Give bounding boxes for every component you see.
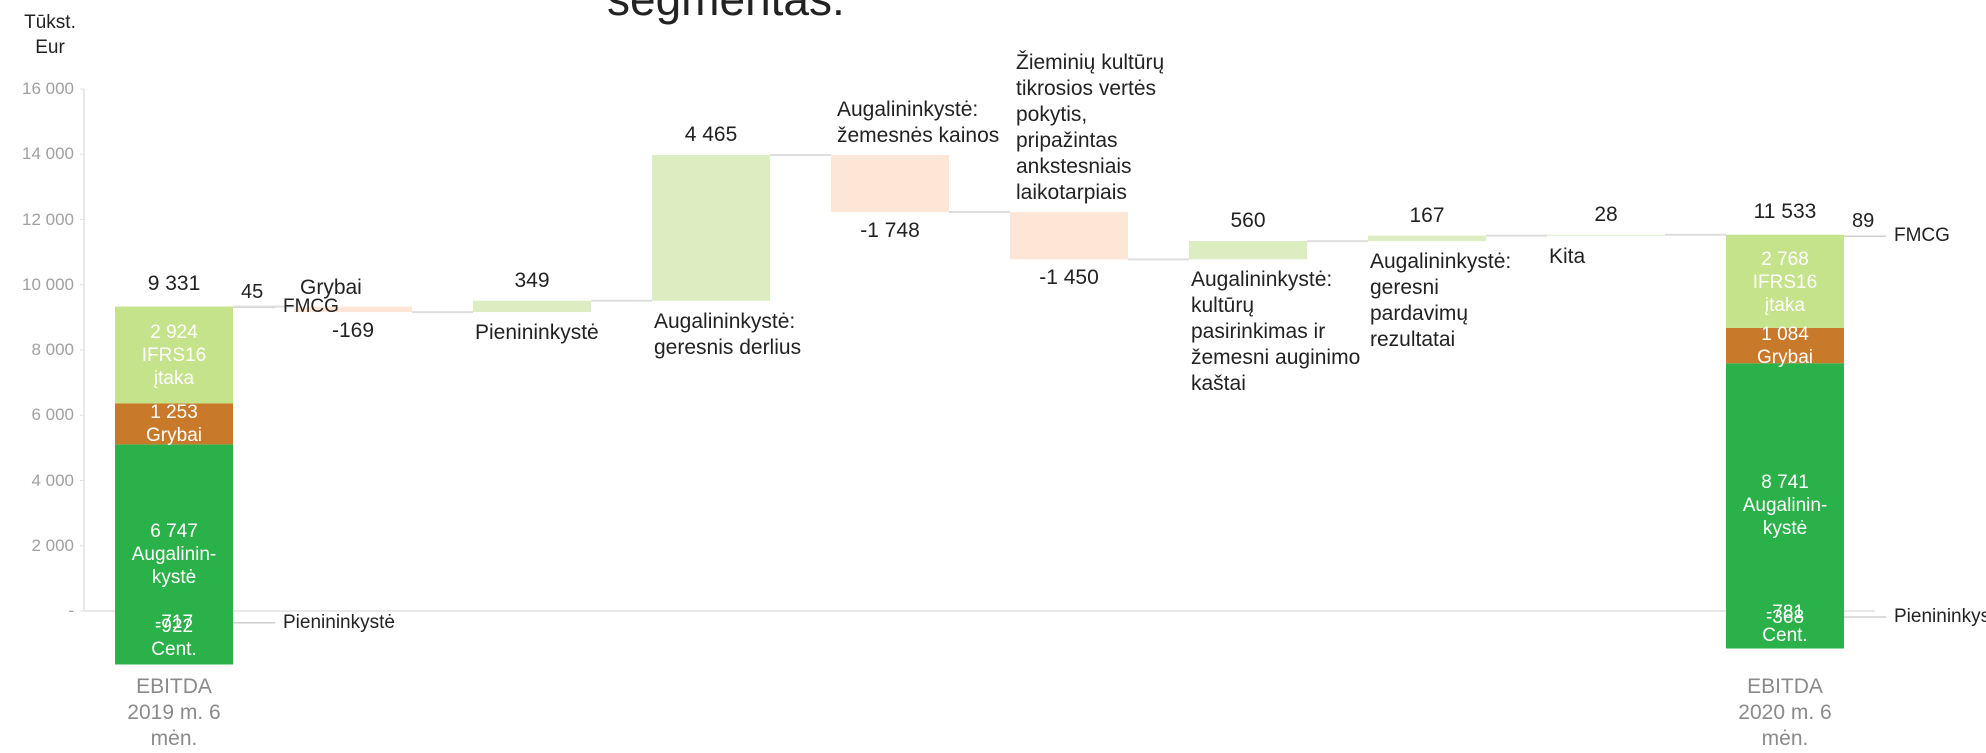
segment-name-outside: FMCG bbox=[1894, 225, 1950, 247]
x-category-label: EBITDA 2019 m. 6 mėn. bbox=[127, 675, 221, 750]
segment-name: Cent. OPEX bbox=[1758, 625, 1812, 670]
segment bbox=[1726, 363, 1844, 649]
x-category-label: EBITDA 2020 m. 6 mėn. bbox=[1738, 675, 1832, 750]
segment-value: 8 741 bbox=[1761, 472, 1809, 494]
segment-name: Augalinin-kystė bbox=[131, 543, 217, 588]
y-tick-label: 12 000 bbox=[22, 209, 74, 229]
y-tick-label: 16 000 bbox=[22, 79, 74, 98]
segment-value: 2 924 bbox=[150, 322, 198, 344]
segment-name: Cent. OPEX bbox=[147, 638, 201, 683]
segment-label: 8 741 Augalinin-kystė bbox=[1726, 363, 1844, 648]
step-category-label: Augalininkystė: žemesnės kainos bbox=[837, 98, 1000, 148]
segment-value: 6 747 bbox=[150, 520, 198, 542]
step-bar bbox=[294, 306, 412, 313]
segment-label: -717 bbox=[115, 611, 233, 634]
segment-value: -922 bbox=[154, 615, 194, 637]
step-bar bbox=[1547, 234, 1665, 236]
step-category-label: Augalininkystė: geresnis derlius bbox=[654, 309, 802, 359]
step-category-label: Grybai bbox=[300, 275, 362, 299]
segment-label: -781 Cent. OPEX bbox=[1726, 602, 1844, 669]
segment-name: IFRS16 įtaka bbox=[1752, 272, 1818, 317]
segment bbox=[1726, 237, 1844, 328]
segment-name: Grybai bbox=[1757, 346, 1813, 368]
step-bar bbox=[1010, 212, 1128, 260]
step-value-label: -169 bbox=[331, 319, 375, 343]
segment-name-outside: Pienininkystė bbox=[283, 611, 395, 633]
chart-title: segmentas: bbox=[607, 0, 845, 25]
step-category-label: Kita bbox=[1549, 244, 1586, 268]
segment-value: -781 bbox=[1765, 602, 1805, 624]
segment-label: 2 924 IFRS16 įtaka bbox=[115, 308, 233, 403]
y-axis-label: Tūkst. Eur bbox=[24, 12, 76, 58]
segment bbox=[115, 308, 233, 404]
y-tick-label: 10 000 bbox=[22, 274, 74, 294]
total-label: 11 533 bbox=[1753, 199, 1817, 223]
segment-name: Augalinin-kystė bbox=[1742, 495, 1828, 540]
step-bar bbox=[1189, 241, 1307, 260]
segment-value-outside: 89 bbox=[1852, 210, 1875, 233]
segment-value: 2 768 bbox=[1761, 249, 1809, 271]
segment-name-outside: Pienininkystė bbox=[1894, 606, 1986, 627]
step-value-label: 4 465 bbox=[684, 123, 738, 147]
step-bar bbox=[473, 300, 591, 313]
step-category-label: Augalininkystė: kultūrų pasirinkimas ir … bbox=[1191, 268, 1361, 396]
step-value-label: -1 748 bbox=[860, 219, 920, 243]
step-bar bbox=[1368, 235, 1486, 242]
segment-name: Grybai bbox=[146, 424, 202, 446]
step-value-label: 28 bbox=[1594, 202, 1618, 226]
segment-label: 2 768 IFRS16 įtaka bbox=[1726, 238, 1844, 328]
segment bbox=[115, 306, 233, 309]
segment-label: -922 Cent. OPEX bbox=[115, 616, 233, 683]
segment-value: 1 084 bbox=[1761, 323, 1809, 345]
y-tick-label: 14 000 bbox=[22, 144, 74, 164]
segment-value: -368 bbox=[1765, 606, 1805, 628]
step-category-label: Žieminių kultūrų tikrosios vertės pokyti… bbox=[1016, 51, 1165, 205]
segment-value-outside: 45 bbox=[241, 281, 264, 304]
segment-value: 1 253 bbox=[150, 401, 198, 423]
y-tick-label: 2 000 bbox=[31, 535, 74, 555]
segment-label: -368 bbox=[1726, 607, 1844, 628]
total-label: 9 331 bbox=[147, 271, 201, 295]
y-tick-label: - bbox=[68, 601, 74, 620]
y-tick-label: 6 000 bbox=[31, 405, 74, 425]
step-bar bbox=[652, 155, 770, 301]
segment-label: 1 084 Grybai bbox=[1726, 324, 1844, 368]
segment-name-outside: FMCG bbox=[283, 296, 339, 318]
step-category-label: Augalininkystė: geresni pardavimų rezult… bbox=[1370, 250, 1512, 352]
segment bbox=[115, 444, 233, 665]
segment-value: -717 bbox=[154, 612, 194, 634]
segment-label: 6 747 Augalinin-kystė bbox=[115, 444, 233, 664]
step-category-label: Pienininkystė bbox=[475, 321, 599, 345]
step-value-label: 349 bbox=[514, 268, 550, 292]
y-tick-label: 4 000 bbox=[31, 470, 74, 490]
segment bbox=[1726, 234, 1844, 238]
step-bar bbox=[831, 155, 949, 213]
segment-label: 1 253 Grybai bbox=[115, 401, 233, 446]
step-value-label: -1 450 bbox=[1039, 266, 1099, 290]
segment bbox=[115, 403, 233, 445]
segment-name: IFRS16 įtaka bbox=[141, 345, 207, 390]
step-value-label: 560 bbox=[1230, 209, 1266, 233]
segment bbox=[1726, 327, 1844, 364]
y-tick-label: 8 000 bbox=[31, 340, 74, 359]
step-value-label: 167 bbox=[1409, 203, 1445, 227]
